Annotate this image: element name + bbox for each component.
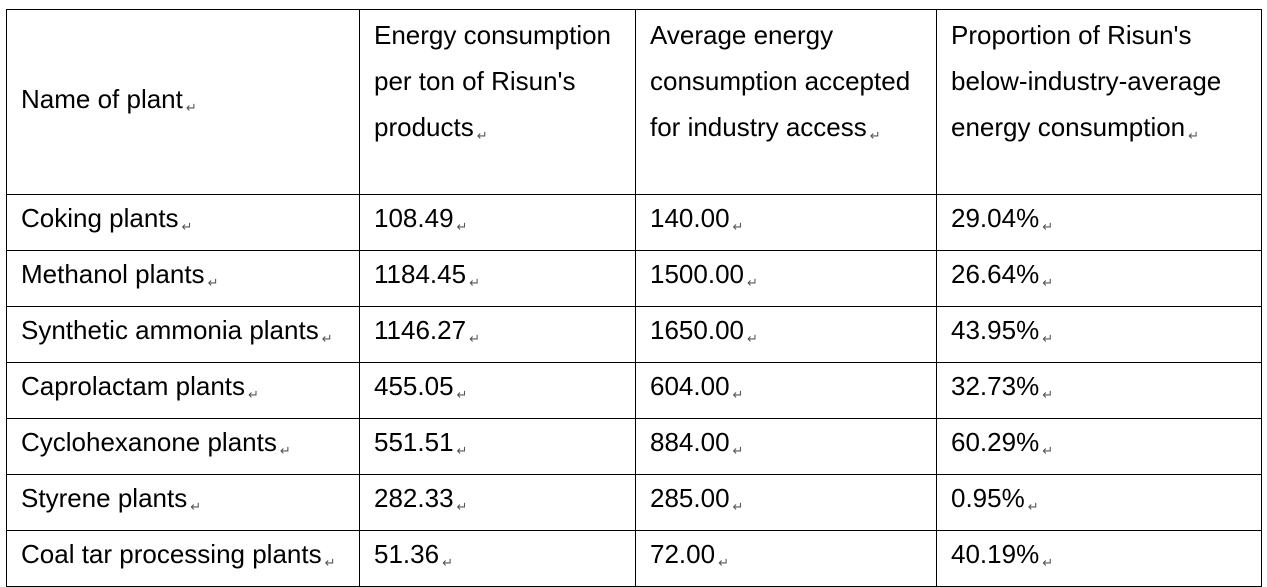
proportion-cell: 0.95% ↵ [936, 474, 1262, 531]
energy-per-ton-cell: 282.33 ↵ [359, 474, 636, 531]
industry-average-cell: 604.00 ↵ [635, 362, 937, 419]
table-row: Caprolactam plants ↵ 455.05 ↵ 604.00 ↵ 32.7… [6, 362, 1262, 419]
plant-name-cell: Coal tar processing plants ↵ [6, 530, 360, 587]
header-proportion-below-average: Proportion of Risun's below-industry-ave… [936, 9, 1262, 195]
plant-name-cell: Coking plants ↵ [6, 194, 360, 251]
energy-per-ton-cell: 455.05 ↵ [359, 362, 636, 419]
table-header-row: Name of plant ↵ Energy consumption per to… [6, 9, 1262, 195]
industry-average-cell: 1500.00 ↵ [635, 250, 937, 307]
header-industry-average: Average energy consumption accepted for … [635, 9, 937, 195]
energy-per-ton-cell: 551.51 ↵ [359, 418, 636, 475]
proportion-cell: 26.64% ↵ [936, 250, 1262, 307]
energy-per-ton-cell: 1146.27 ↵ [359, 306, 636, 363]
proportion-cell: 29.04% ↵ [936, 194, 1262, 251]
energy-per-ton-cell: 108.49 ↵ [359, 194, 636, 251]
plant-name-cell: Caprolactam plants ↵ [6, 362, 360, 419]
plant-name-cell: Styrene plants ↵ [6, 474, 360, 531]
industry-average-cell: 1650.00 ↵ [635, 306, 937, 363]
header-energy-per-ton: Energy consumption per ton of Risun's pr… [359, 9, 636, 195]
plant-name-cell: Methanol plants ↵ [6, 250, 360, 307]
industry-average-cell: 884.00 ↵ [635, 418, 937, 475]
plant-name-cell: Cyclohexanone plants ↵ [6, 418, 360, 475]
table-row: Methanol plants ↵ 1184.45 ↵ 1500.00 ↵ 26.64… [6, 250, 1262, 307]
energy-consumption-table: Name of plant ↵ Energy consumption per to… [6, 9, 1262, 587]
energy-per-ton-cell: 51.36 ↵ [359, 530, 636, 587]
proportion-cell: 43.95% ↵ [936, 306, 1262, 363]
proportion-cell: 60.29% ↵ [936, 418, 1262, 475]
plant-name-cell: Synthetic ammonia plants ↵ [6, 306, 360, 363]
industry-average-cell: 140.00 ↵ [635, 194, 937, 251]
proportion-cell: 40.19% ↵ [936, 530, 1262, 587]
table-row: Coal tar processing plants ↵ 51.36 ↵ 72.00… [6, 530, 1262, 587]
table-row: Coking plants ↵ 108.49 ↵ 140.00 ↵ 29.04% ↵ [6, 194, 1262, 251]
industry-average-cell: 72.00 ↵ [635, 530, 937, 587]
industry-average-cell: 285.00 ↵ [635, 474, 937, 531]
header-plant-name: Name of plant ↵ [6, 9, 360, 195]
proportion-cell: 32.73% ↵ [936, 362, 1262, 419]
table-row: Cyclohexanone plants ↵ 551.51 ↵ 884.00 ↵ 60… [6, 418, 1262, 475]
energy-per-ton-cell: 1184.45 ↵ [359, 250, 636, 307]
table-row: Synthetic ammonia plants ↵ 1146.27 ↵ 1650.… [6, 306, 1262, 363]
table-row: Styrene plants ↵ 282.33 ↵ 285.00 ↵ 0.95% ↵ [6, 474, 1262, 531]
